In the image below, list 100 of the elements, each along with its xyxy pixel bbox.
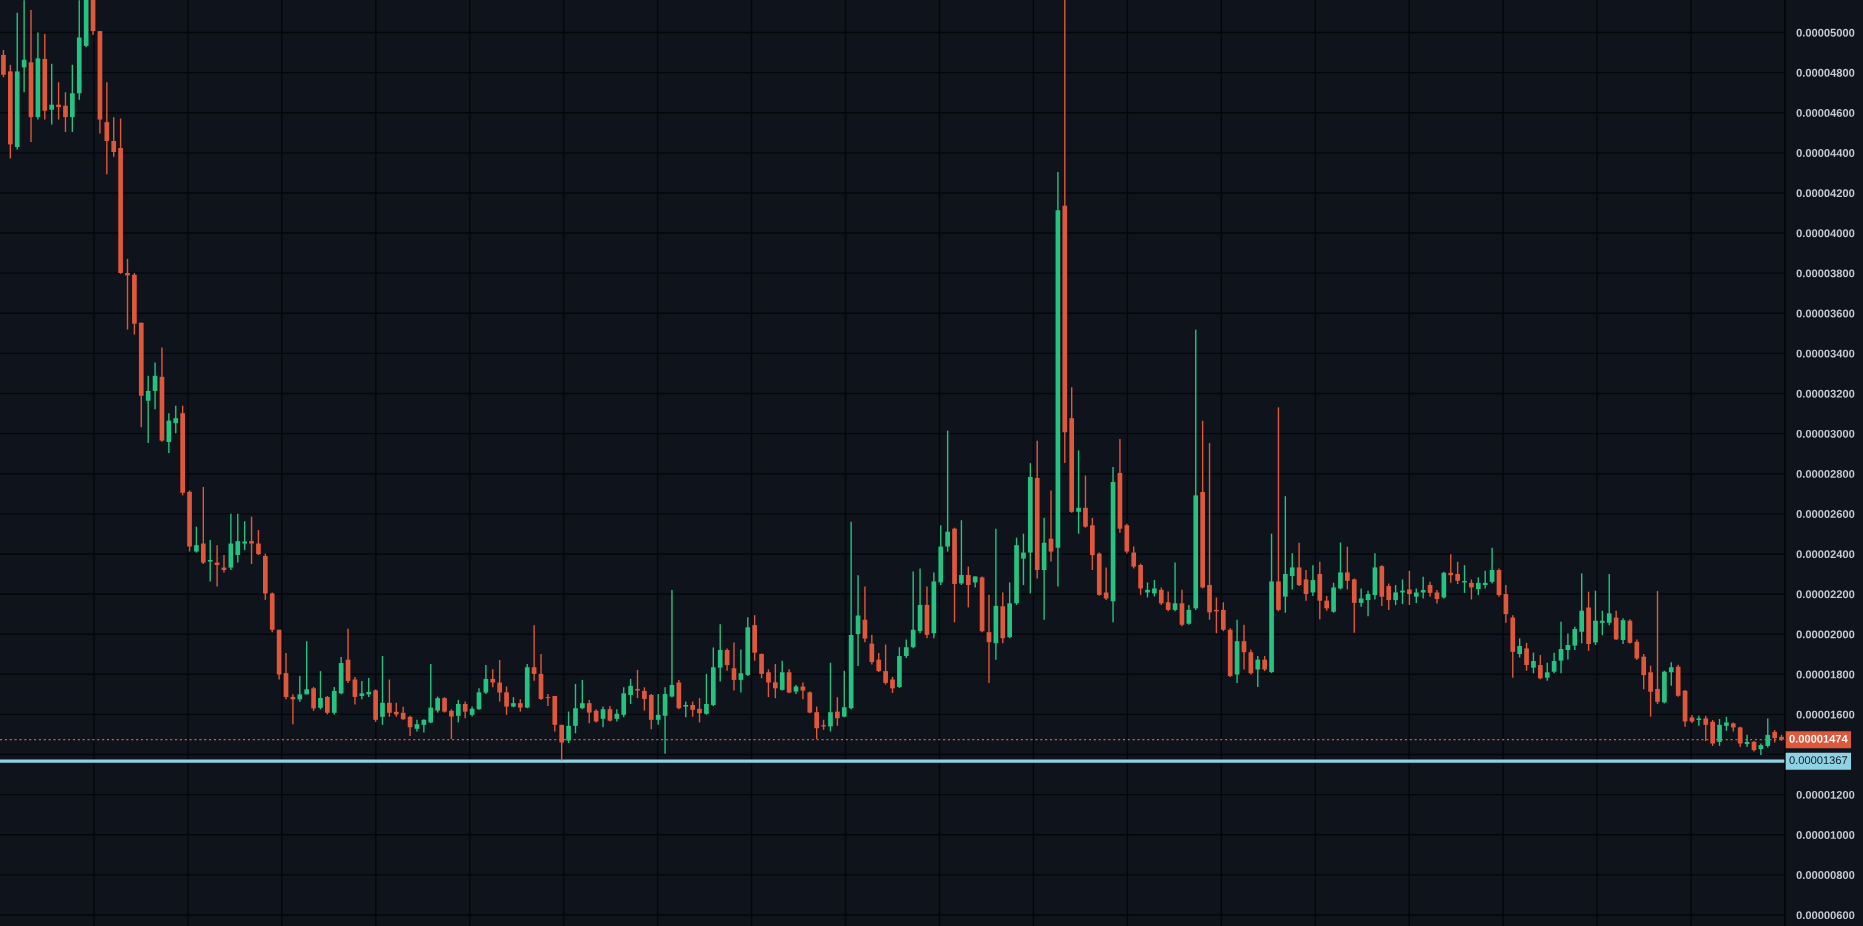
candlestick — [903, 638, 909, 659]
candlestick — [49, 63, 55, 126]
y-tick-label: 0.00001800 — [1796, 670, 1855, 679]
candlestick — [1076, 449, 1081, 535]
candlestick — [1648, 664, 1653, 718]
y-tick-label: 0.00003600 — [1796, 309, 1855, 318]
y-tick-label: 0.00002400 — [1796, 550, 1855, 559]
candlestick — [387, 678, 392, 718]
candlestick — [1386, 582, 1392, 611]
candlestick — [738, 648, 744, 694]
candlestick — [1220, 601, 1226, 632]
candlestick — [1338, 541, 1343, 591]
y-tick-label: 0.00004400 — [1796, 149, 1855, 157]
candlestick — [325, 695, 330, 716]
candlestick — [249, 515, 254, 565]
candlestick — [1579, 572, 1585, 645]
candlestick — [959, 519, 964, 586]
y-tick-label: 0.00004800 — [1796, 68, 1855, 77]
candlestick — [1517, 637, 1523, 659]
candlestick — [1668, 661, 1674, 687]
candlestick — [1606, 573, 1612, 626]
y-tick-label: 0.00001600 — [1796, 710, 1855, 719]
candlestick — [1572, 626, 1578, 651]
candlestick — [1455, 561, 1460, 585]
candlestick — [717, 623, 723, 683]
ref-line-label: 0.00001474 — [1789, 734, 1848, 743]
candlestick — [331, 686, 337, 716]
candlestick — [1393, 584, 1398, 606]
candlestick — [1282, 495, 1288, 614]
candlestick — [580, 679, 585, 710]
candlestick — [835, 696, 840, 727]
candlestick — [256, 529, 261, 556]
candlestick — [497, 659, 503, 703]
candlestick — [869, 634, 875, 666]
candlestick — [311, 686, 316, 712]
candlestick — [1345, 546, 1350, 591]
candlestick — [1524, 642, 1529, 672]
y-tick-label: 0.00004200 — [1796, 189, 1855, 198]
candlestick — [1593, 589, 1598, 646]
candlestick — [200, 486, 206, 565]
y-tick-label: 0.00001200 — [1796, 790, 1855, 799]
candlestick — [766, 668, 771, 698]
candlestick — [449, 708, 454, 740]
candlestick — [1641, 653, 1647, 691]
candlestick — [655, 693, 661, 726]
y-tick-label: 0.00002200 — [1796, 590, 1855, 599]
candlestick — [242, 520, 248, 551]
y-tick-label: 0.00003400 — [1796, 349, 1855, 358]
y-tick-label: 0.00001000 — [1796, 831, 1855, 839]
candlestick — [235, 513, 241, 564]
candlestick — [876, 652, 882, 673]
candlestick — [704, 673, 709, 716]
candlestick — [965, 565, 971, 609]
candlestick — [621, 686, 627, 718]
candlestick — [814, 705, 820, 740]
candlestick — [304, 640, 310, 696]
candlestick — [194, 525, 199, 554]
y-tick-label: 0.00004600 — [1796, 108, 1855, 117]
candlestick — [366, 677, 372, 698]
candlestick — [883, 643, 888, 686]
candlestick — [642, 686, 647, 712]
candlestick — [1531, 651, 1536, 674]
candlestick — [945, 429, 950, 553]
y-tick-label: 0.00005000 — [1796, 28, 1855, 37]
y-tick-label: 0.00000600 — [1796, 911, 1855, 920]
y-tick-label: 0.00002800 — [1796, 470, 1855, 478]
candlestick — [566, 710, 571, 744]
candlestick — [628, 678, 633, 705]
candlestick — [56, 81, 61, 121]
candlestick — [1, 49, 6, 78]
candlestick — [1165, 590, 1171, 613]
candlestick — [297, 675, 303, 703]
candlestick — [841, 669, 847, 718]
y-tick-label: 0.00004000 — [1796, 229, 1855, 238]
candlestick — [910, 570, 916, 649]
candlestick — [63, 91, 68, 133]
candlestick — [1083, 474, 1088, 529]
candlestick — [455, 699, 461, 724]
candlestick — [380, 655, 385, 726]
candlestick — [635, 669, 640, 699]
candlestick — [1351, 577, 1357, 634]
candlestick — [1255, 655, 1261, 688]
candlestick — [1600, 610, 1605, 636]
candlestick — [531, 624, 537, 682]
candlestick — [1765, 717, 1771, 749]
y-tick-label: 0.00000800 — [1796, 871, 1855, 879]
candlestick — [1358, 587, 1364, 608]
candlestick — [1172, 561, 1178, 613]
candlestick — [759, 652, 764, 679]
candlestick — [1469, 578, 1474, 601]
candlestick — [359, 680, 365, 701]
candlestick — [697, 697, 702, 724]
candlestick — [145, 375, 151, 444]
candlestick — [1537, 654, 1543, 681]
candlestick — [1420, 576, 1426, 600]
candlestick — [772, 663, 778, 699]
candlestick — [1655, 590, 1660, 705]
candlestick — [1021, 533, 1026, 586]
candlestick — [1131, 545, 1137, 570]
y-tick-label: 0.00003200 — [1796, 389, 1855, 398]
